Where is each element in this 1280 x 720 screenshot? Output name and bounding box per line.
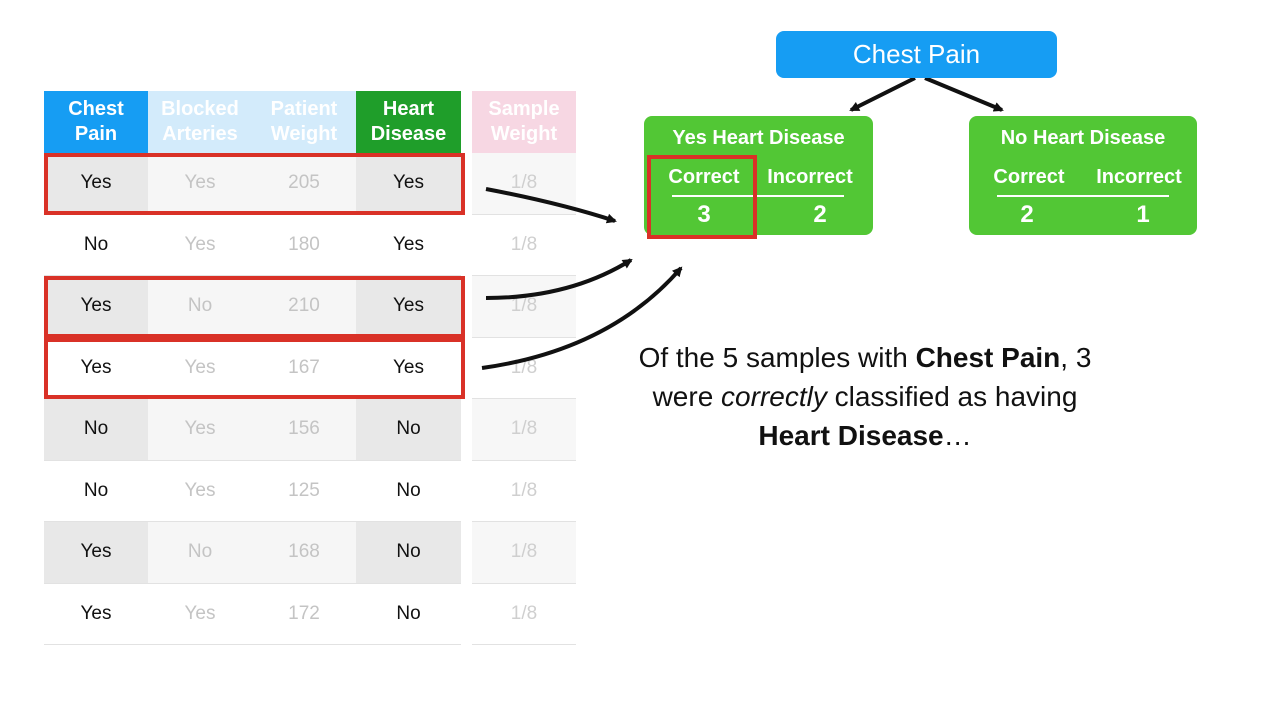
cell-patient-weight: 168	[252, 522, 356, 584]
cell-sample-weight: 1/8	[472, 460, 576, 522]
row-highlight-box	[44, 337, 465, 399]
header-blocked-arteries-line1: Blocked	[161, 98, 239, 120]
caption-part-4: …	[943, 420, 972, 451]
cell-chest-pain: No	[44, 214, 148, 276]
arrow-root-to-left-leaf	[849, 76, 916, 112]
cell-blocked-arteries: Yes	[148, 153, 252, 215]
header-sample-weight-line1: Sample	[488, 98, 560, 120]
caption-bold-heart-disease: Heart Disease	[758, 420, 944, 451]
caption-part-3: classified as having	[826, 381, 1078, 412]
header-heart-disease: Heart Disease	[356, 91, 461, 153]
leaf-correct-label: Correct	[668, 166, 740, 188]
cell-sample-weight: 1/8	[472, 399, 576, 461]
caption-part-1: Of the 5 samples with	[638, 342, 916, 373]
cell-heart-disease: No	[356, 583, 461, 645]
header-chest-pain-line1: Chest	[68, 98, 124, 120]
cell-heart-disease: Yes	[356, 214, 461, 276]
arrow-row1-to-leaf	[485, 187, 617, 224]
caption: Of the 5 samples with Chest Pain, 3 were…	[620, 338, 1110, 455]
cell-sample-weight: 1/8	[472, 522, 576, 584]
cell-chest-pain: Yes	[44, 583, 148, 645]
cell-heart-disease: No	[356, 399, 461, 461]
header-chest-pain-line2: Pain	[74, 123, 118, 145]
cell-chest-pain: Yes	[44, 337, 148, 399]
cell-patient-weight: 125	[252, 460, 356, 522]
cell-blocked-arteries: Yes	[148, 399, 252, 461]
cell-sample-weight: 1/8	[472, 276, 576, 338]
caption-italic-correctly: correctly	[721, 381, 827, 412]
header-heart-disease-line1: Heart	[382, 98, 435, 120]
cell-sample-weight: 1/8	[472, 214, 576, 276]
cell-heart-disease: Yes	[356, 337, 461, 399]
arrow-row3-to-leaf	[485, 258, 633, 300]
leaf-incorrect-count: 1	[1136, 201, 1150, 228]
cell-chest-pain: No	[44, 460, 148, 522]
leaf-divider	[672, 195, 844, 197]
leaf-yes-heart-disease: Yes Heart Disease Correct Incorrect 3 2	[644, 116, 873, 239]
leaf-incorrect-label: Incorrect	[1096, 166, 1182, 188]
tree-root-node: Chest Pain	[776, 31, 1057, 78]
cell-heart-disease: No	[356, 460, 461, 522]
arrow-row4-to-leaf	[481, 266, 683, 370]
cell-chest-pain: Yes	[44, 276, 148, 338]
row-highlight-box	[44, 276, 465, 338]
header-heart-disease-line2: Disease	[370, 123, 447, 145]
leaf-correct-count: 3	[697, 201, 711, 228]
cell-blocked-arteries: Yes	[148, 214, 252, 276]
header-sample-weight-line2: Weight	[490, 123, 558, 145]
header-chest-pain: Chest Pain	[44, 91, 148, 153]
header-patient-weight: Patient Weight	[252, 91, 356, 153]
cell-heart-disease: No	[356, 522, 461, 584]
cell-blocked-arteries: Yes	[148, 337, 252, 399]
cell-chest-pain: No	[44, 399, 148, 461]
header-blocked-arteries-line2: Arteries	[162, 123, 238, 145]
leaf-no-heart-disease: No Heart Disease Correct Incorrect 2 1	[969, 116, 1197, 235]
row-highlight-box	[44, 153, 465, 215]
leaf-correct-count: 2	[1020, 201, 1034, 228]
cell-blocked-arteries: Yes	[148, 583, 252, 645]
cell-heart-disease: Yes	[356, 276, 461, 338]
cell-patient-weight: 180	[252, 214, 356, 276]
leaf-incorrect-count: 2	[813, 201, 827, 228]
header-sample-weight: Sample Weight	[472, 91, 576, 153]
arrow-root-to-right-leaf	[924, 76, 1004, 112]
leaf-title: No Heart Disease	[1000, 127, 1166, 149]
correct-highlight-box	[647, 155, 757, 239]
leaf-title: Yes Heart Disease	[672, 127, 845, 149]
header-blocked-arteries: Blocked Arteries	[148, 91, 252, 153]
tree-root-label: Chest Pain	[852, 39, 981, 69]
cell-patient-weight: 167	[252, 337, 356, 399]
leaf-incorrect-label: Incorrect	[767, 166, 853, 188]
caption-part-2: , 3 were	[652, 342, 1092, 412]
cell-heart-disease: Yes	[356, 153, 461, 215]
header-patient-weight-line2: Weight	[270, 123, 338, 145]
cell-chest-pain: Yes	[44, 522, 148, 584]
cell-sample-weight: 1/8	[472, 583, 576, 645]
header-patient-weight-line1: Patient	[270, 98, 338, 120]
caption-bold-chest-pain: Chest Pain	[915, 342, 1061, 373]
cell-patient-weight: 172	[252, 583, 356, 645]
cell-patient-weight: 156	[252, 399, 356, 461]
cell-blocked-arteries: No	[148, 522, 252, 584]
leaf-divider	[997, 195, 1169, 197]
leaf-correct-label: Correct	[993, 166, 1065, 188]
cell-blocked-arteries: Yes	[148, 460, 252, 522]
